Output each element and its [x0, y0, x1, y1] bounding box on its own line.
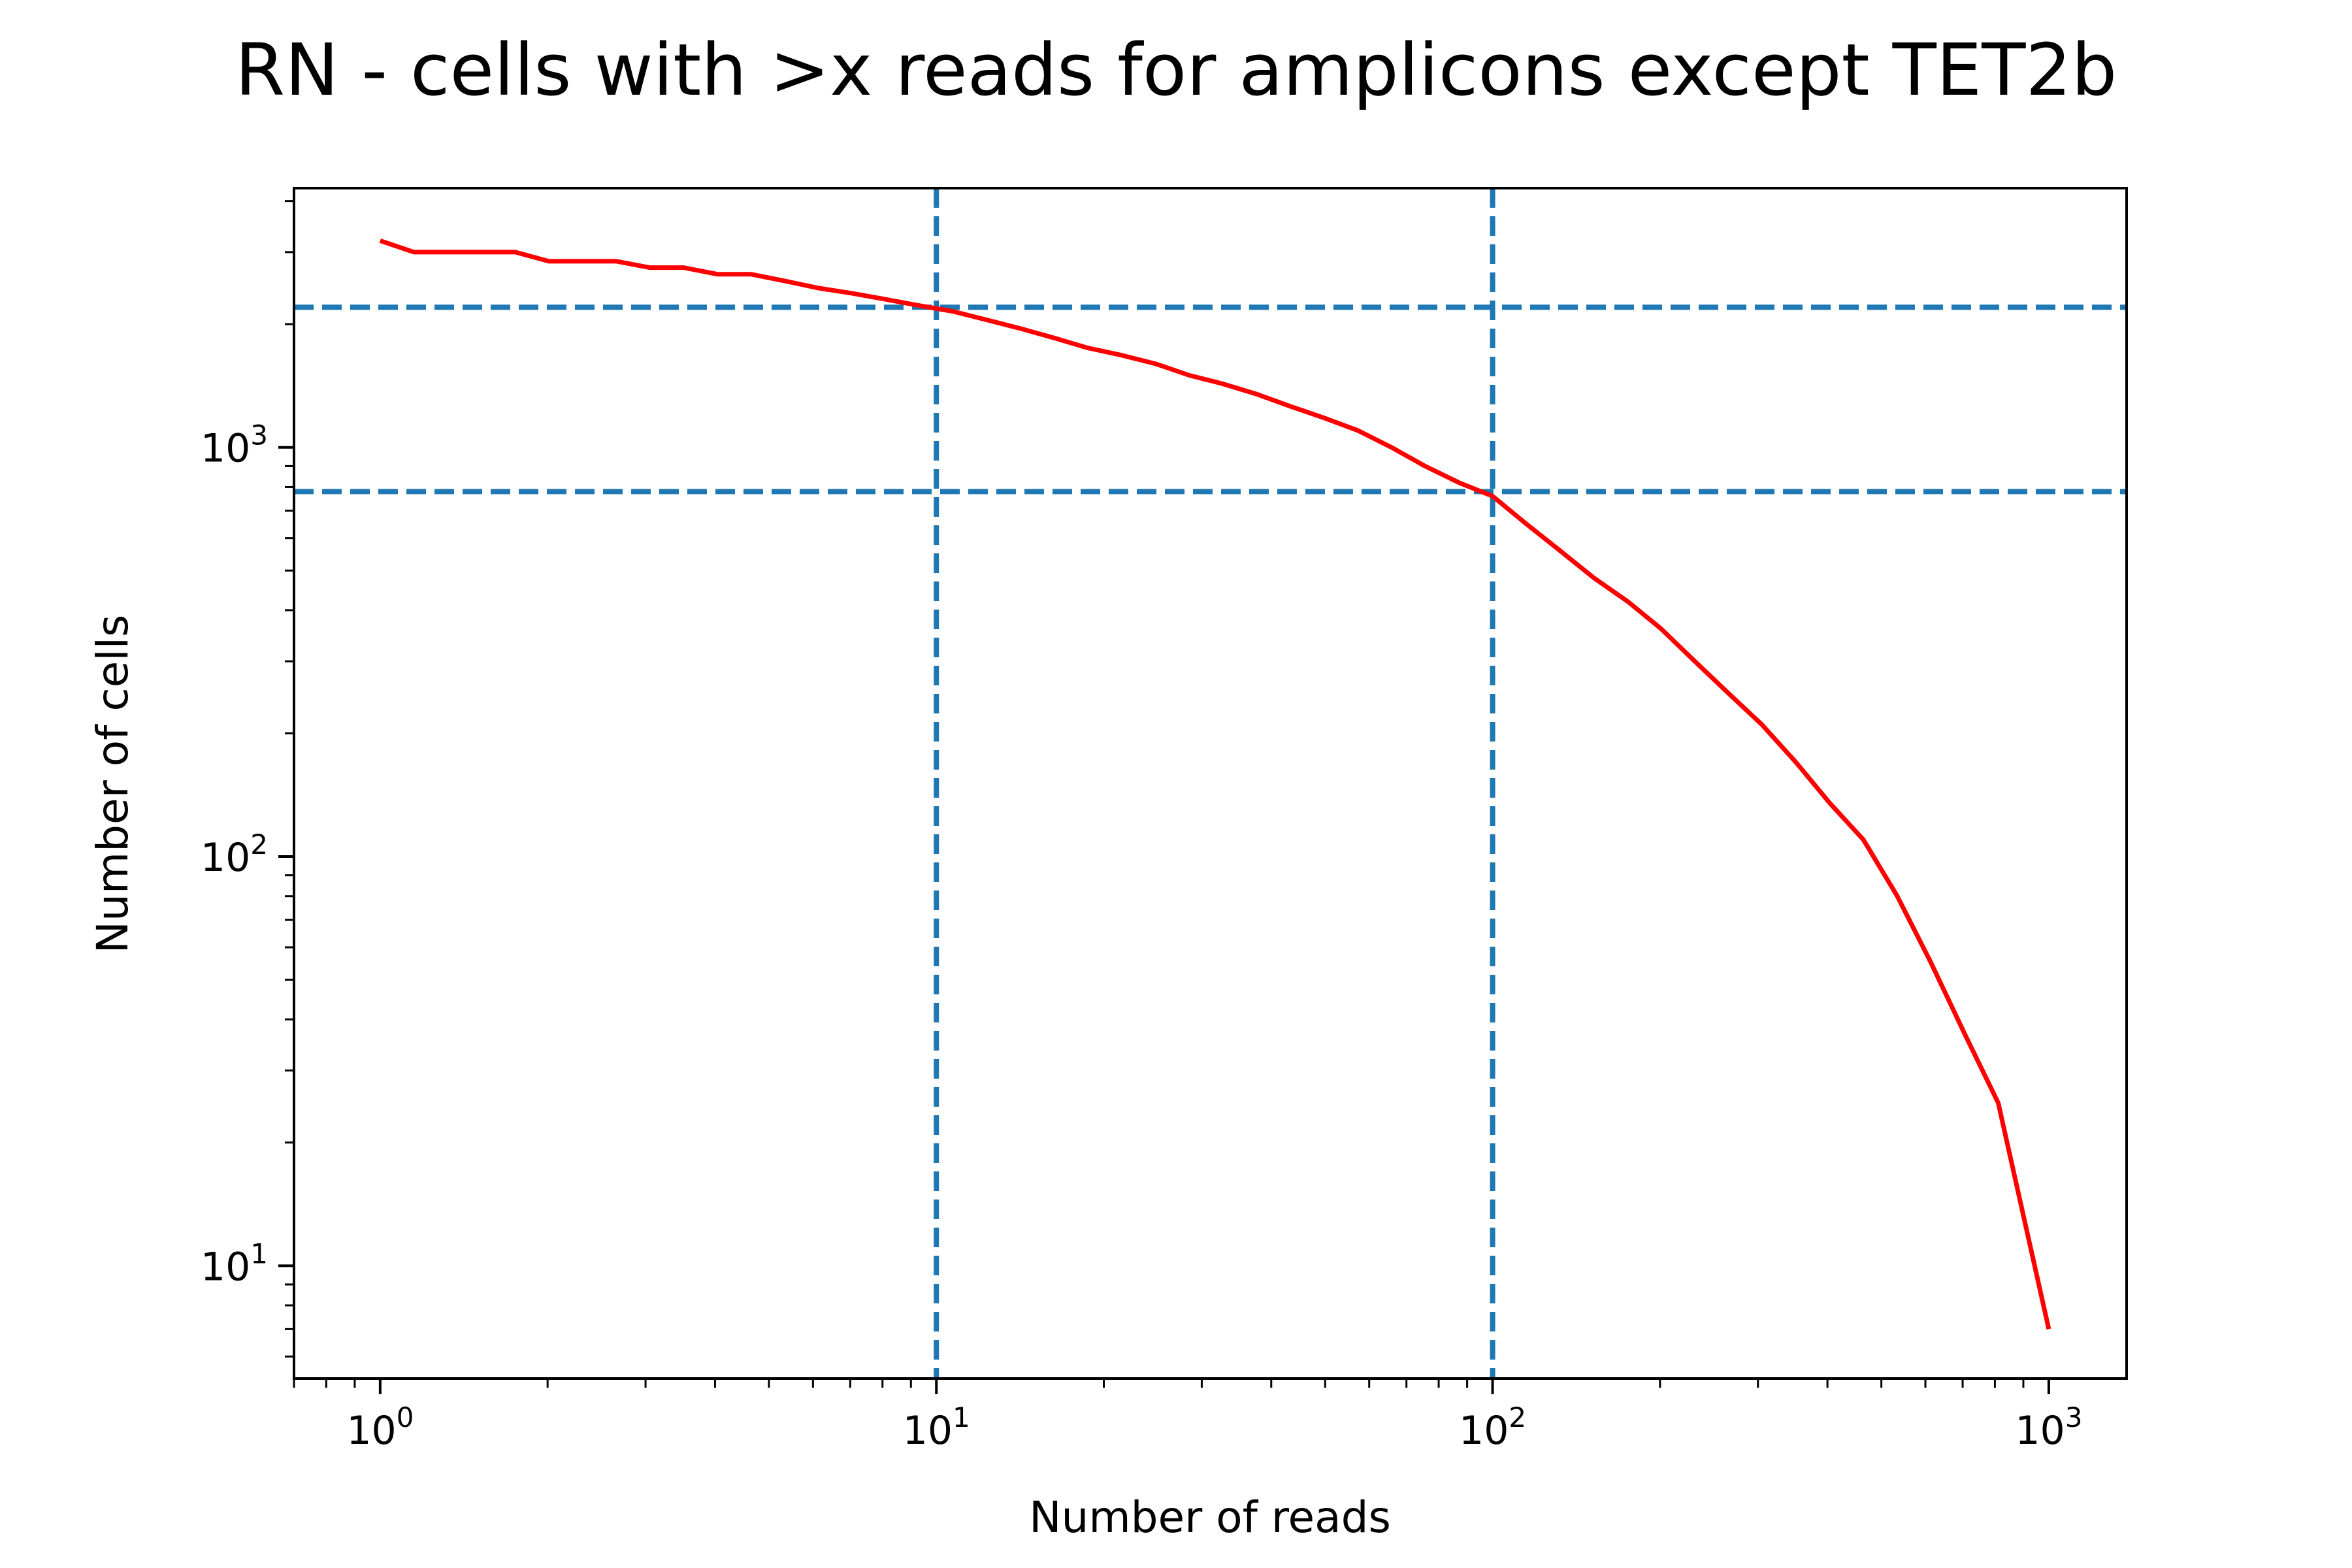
y-axis-label: Number of cells — [88, 615, 138, 954]
x-tick-label: 102 — [1459, 1401, 1526, 1454]
plot-area — [294, 188, 2127, 1379]
axes-frame — [293, 187, 2128, 1380]
y-tick-label: 103 — [201, 419, 268, 472]
x-tick-label: 103 — [2015, 1401, 2082, 1454]
x-axis-label: Number of reads — [1029, 1492, 1391, 1543]
y-tick-label: 101 — [201, 1237, 268, 1290]
chart-title: RN - cells with >x reads for amplicons e… — [235, 28, 2117, 112]
series-line-0 — [379, 238, 2051, 1330]
x-tick-label: 101 — [903, 1401, 970, 1454]
x-tick-label: 100 — [346, 1401, 414, 1454]
y-axis: 101 102 103 — [201, 200, 294, 1358]
y-tick-label: 102 — [201, 828, 268, 881]
x-axis: 100 101 102 103 — [293, 1379, 2082, 1454]
